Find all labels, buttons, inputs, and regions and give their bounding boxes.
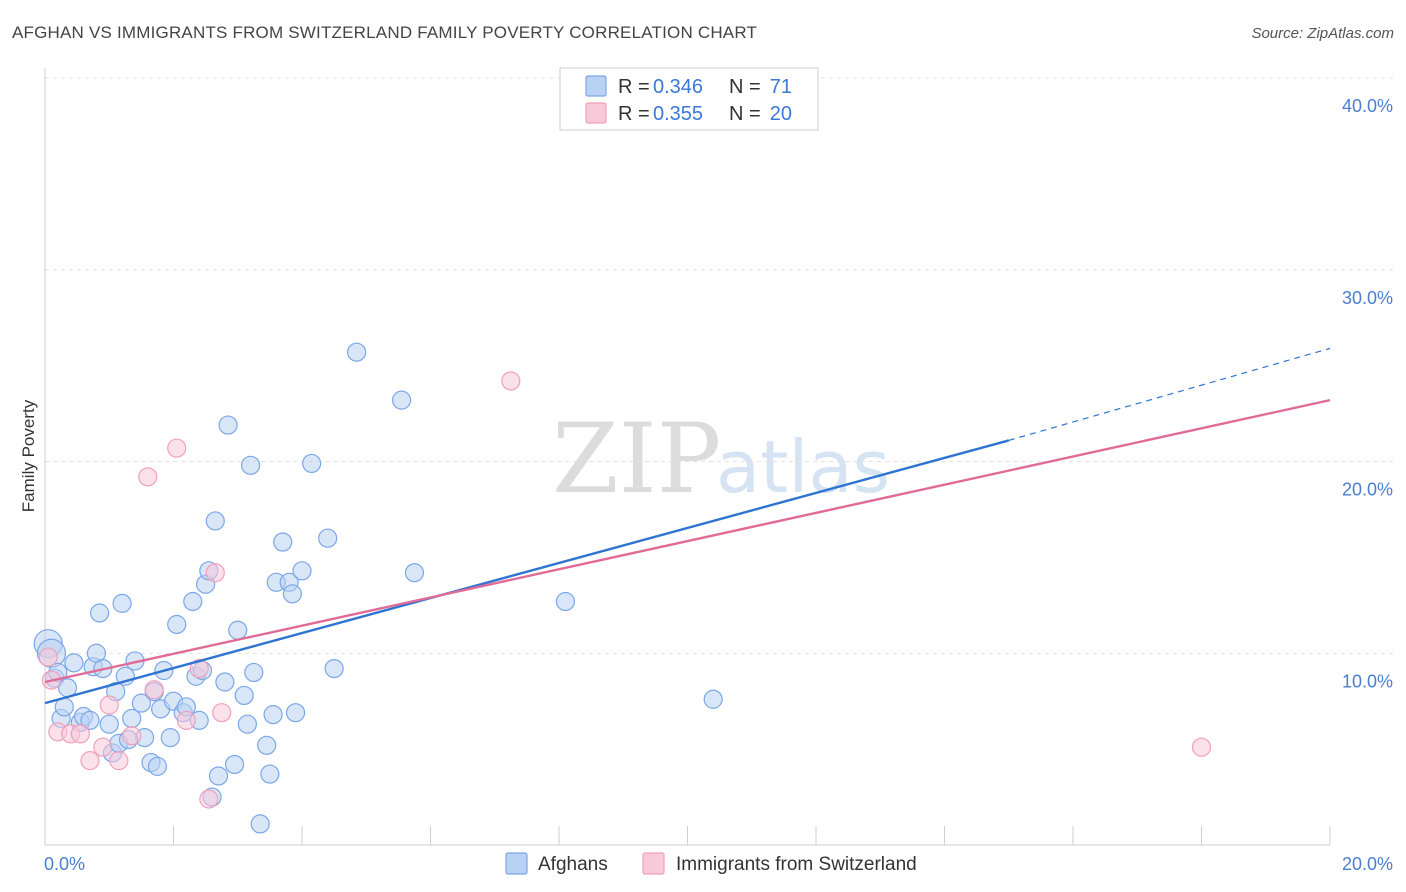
y-axis-label: Family Poverty (19, 399, 38, 512)
watermark: ZIP atlas (552, 403, 890, 515)
series-legend-label-afghans: Afghans (538, 854, 608, 875)
point-afghans (205, 511, 225, 531)
data-points (33, 342, 1212, 834)
point-switzerland (176, 710, 196, 730)
legend-r-value-1: 0.346 (653, 76, 703, 98)
chart-source: Source: ZipAtlas.com (1251, 25, 1394, 42)
legend-n-label-1: N = (729, 76, 761, 98)
point-afghans (302, 453, 322, 474)
legend-swatch-afghans (585, 75, 607, 97)
point-switzerland (122, 726, 142, 746)
point-afghans (250, 814, 270, 834)
legend-swatch-switzerland (585, 102, 607, 124)
legend-r-value-2: 0.355 (653, 103, 703, 125)
point-switzerland (199, 789, 219, 809)
point-switzerland (109, 751, 129, 771)
series-legend-label-switzerland: Immigrants from Switzerland (676, 854, 917, 875)
point-afghans (90, 603, 110, 623)
trend-line-afghans-extension (1008, 347, 1331, 441)
point-afghans (260, 764, 280, 784)
series-legend-swatch-afghans (505, 852, 528, 875)
point-afghans (347, 342, 367, 362)
point-afghans (215, 672, 235, 692)
trend-lines (44, 347, 1331, 705)
y-tick-label: 20.0% (1342, 480, 1393, 500)
point-afghans (555, 591, 576, 612)
legend-r-label-1: R = (618, 76, 650, 98)
point-switzerland (138, 467, 158, 487)
trend-line-switzerland (44, 398, 1331, 684)
point-switzerland (99, 695, 119, 715)
point-afghans (237, 714, 257, 734)
series-legend: Afghans Immigrants from Switzerland (505, 852, 917, 875)
point-switzerland (167, 438, 187, 458)
point-afghans (64, 653, 84, 673)
point-switzerland (189, 658, 209, 679)
point-afghans (131, 693, 151, 713)
series-legend-swatch-switzerland (642, 852, 665, 875)
point-afghans (218, 415, 238, 435)
stats-legend: R = 0.346 N = 71 R = 0.355 N = 20 (559, 67, 819, 131)
point-afghans (324, 658, 344, 679)
watermark-atlas: atlas (716, 425, 890, 509)
point-afghans (183, 591, 203, 612)
point-afghans (292, 561, 312, 581)
point-afghans (112, 593, 132, 613)
point-afghans (282, 584, 302, 604)
x-tick-label-max: 20.0% (1342, 854, 1393, 874)
y-tick-label: 10.0% (1342, 671, 1393, 691)
point-switzerland (38, 647, 58, 667)
point-afghans (99, 714, 119, 734)
point-afghans (257, 735, 277, 755)
point-afghans (244, 662, 264, 683)
legend-r-label-2: R = (618, 103, 650, 125)
point-switzerland (80, 751, 100, 771)
point-switzerland (205, 563, 225, 583)
point-switzerland (1191, 737, 1212, 757)
chart-title: AFGHAN VS IMMIGRANTS FROM SWITZERLAND FA… (12, 23, 757, 42)
point-afghans (234, 685, 254, 706)
point-afghans (80, 710, 100, 730)
trend-line-afghans (44, 439, 1010, 705)
point-afghans (224, 754, 245, 775)
x-tick-label-min: 0.0% (44, 854, 85, 874)
point-afghans (273, 532, 293, 552)
point-afghans (703, 689, 723, 709)
point-afghans (147, 756, 168, 776)
point-afghans (241, 455, 261, 475)
point-afghans (263, 705, 283, 725)
point-afghans (318, 528, 338, 548)
point-switzerland (70, 724, 90, 744)
point-afghans (167, 614, 187, 635)
point-afghans (228, 620, 248, 640)
point-afghans (404, 563, 425, 583)
watermark-zip: ZIP (552, 403, 721, 515)
point-afghans (122, 708, 142, 729)
point-afghans (391, 390, 412, 410)
grid (45, 77, 1395, 654)
point-switzerland (212, 703, 232, 723)
point-switzerland (501, 371, 521, 391)
legend-n-value-2: 20 (770, 103, 792, 125)
legend-n-label-2: N = (729, 103, 761, 125)
point-afghans (160, 728, 180, 748)
y-tick-label: 30.0% (1342, 288, 1393, 308)
point-afghans (285, 703, 306, 723)
legend-n-value-1: 71 (770, 76, 792, 98)
axes: 10.0% 20.0% 30.0% 40.0% 0.0% 20.0% (44, 68, 1393, 874)
point-switzerland (144, 680, 164, 700)
point-afghans (208, 766, 229, 786)
point-switzerland (93, 737, 113, 757)
y-tick-label: 40.0% (1342, 96, 1393, 116)
